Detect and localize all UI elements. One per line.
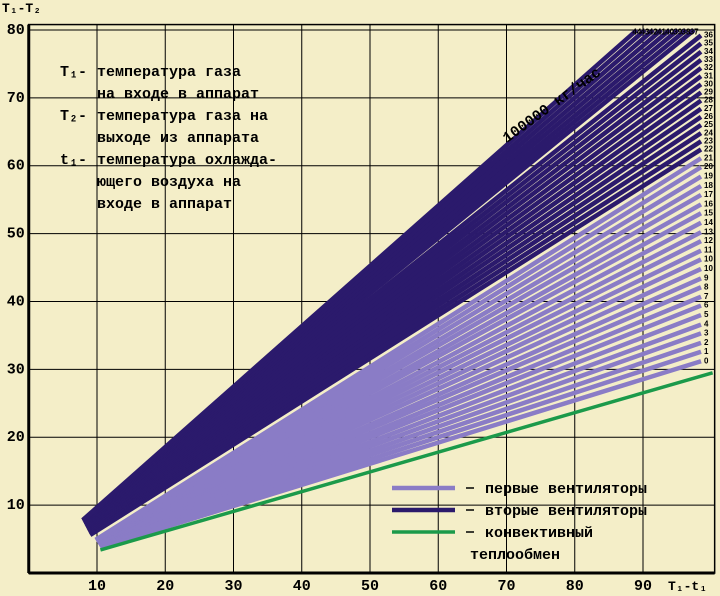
x-tick-label: 80 — [566, 578, 584, 595]
line-label: 22 — [704, 145, 713, 154]
annotation-term: t₁- — [60, 152, 87, 169]
line-label: 39 — [673, 28, 682, 37]
line-label: 42 — [649, 28, 658, 37]
x-tick-label: 10 — [88, 578, 106, 595]
labels: 10 20 30 40 50 60 70 80 901020304050607080012345… — [7, 22, 714, 595]
annotation-line: температура газа на — [97, 108, 268, 125]
line-label: 28 — [704, 96, 713, 105]
line-label: 26 — [704, 112, 713, 121]
line-label: 24 — [704, 128, 713, 137]
line-label: 10 — [704, 255, 713, 264]
line-label: 36 — [704, 31, 713, 40]
x-tick-label: 60 — [429, 578, 447, 595]
line-label: 3 — [704, 329, 709, 338]
line-label: 43 — [641, 28, 650, 37]
legend-label: первые вентиляторы — [485, 481, 647, 498]
x-tick-label: 70 — [497, 578, 515, 595]
line-label: 32 — [704, 63, 713, 72]
x-tick-label: 30 — [224, 578, 242, 595]
line-label: 8 — [704, 282, 709, 291]
line-label: 7 — [704, 292, 709, 301]
annotation-line: ющего воздуха на — [97, 174, 241, 191]
annotation-line: температура охлажда- — [97, 152, 277, 169]
x-tick-label: 90 — [634, 578, 652, 595]
line-label: 25 — [704, 120, 713, 129]
line-label: 34 — [704, 47, 713, 56]
line-label: 16 — [704, 200, 713, 209]
annotation-line: температура газа — [97, 64, 241, 81]
line-label: 15 — [704, 208, 713, 217]
annotation-line: выходе из аппарата — [97, 130, 259, 147]
legend-label: вторые вентиляторы — [485, 503, 647, 520]
line-label: 14 — [704, 218, 713, 227]
line-label: 27 — [704, 104, 713, 113]
annotation-line: входе в аппарат — [97, 196, 232, 213]
data-line — [99, 371, 714, 552]
y-axis-label: T₁-T₂ — [2, 1, 41, 16]
line-label: 9 — [704, 274, 709, 283]
x-tick-label: 20 — [156, 578, 174, 595]
x-tick-label: 50 — [361, 578, 379, 595]
line-label: 17 — [704, 190, 713, 199]
data-line — [81, 28, 639, 522]
annotation-line: на входе в аппарат — [97, 86, 259, 103]
annotation-term: T₁- — [60, 64, 87, 81]
line-label: 19 — [704, 172, 713, 181]
lines — [81, 28, 714, 552]
line-label: 37 — [690, 28, 699, 37]
annotation-term: T₂- — [60, 108, 87, 125]
line-label: 11 — [704, 246, 713, 255]
x-axis-label: T₁-t₁ — [668, 579, 707, 594]
line-label: 41 — [657, 28, 666, 37]
legend-label: конвективный — [485, 525, 593, 542]
line-label: 13 — [704, 227, 713, 236]
line-label: 5 — [704, 310, 709, 319]
data-line — [94, 156, 703, 542]
line-label: 2 — [704, 338, 709, 347]
line-label: 35 — [704, 39, 713, 48]
legend-label: теплообмен — [470, 547, 560, 564]
line-label: 12 — [704, 236, 713, 245]
line-label: 20 — [704, 162, 713, 171]
line-label: 40 — [665, 28, 674, 37]
line-label: 18 — [704, 181, 713, 190]
y-tick-label: 60 — [7, 158, 25, 175]
line-label: 10 — [704, 264, 713, 273]
y-tick-label: 30 — [7, 361, 25, 378]
line-label: 6 — [704, 301, 709, 310]
y-tick-label: 70 — [7, 90, 25, 107]
line-label: 23 — [704, 136, 713, 145]
line-label: 21 — [704, 153, 713, 162]
line-label: 0 — [704, 356, 709, 365]
line-label: 38 — [682, 28, 691, 37]
line-label: 1 — [704, 347, 709, 356]
line-label: 4 — [704, 320, 709, 329]
line-label: 31 — [704, 71, 713, 80]
line-label: 30 — [704, 79, 713, 88]
y-tick-label: 80 — [7, 22, 25, 39]
y-tick-label: 20 — [7, 429, 25, 446]
y-tick-label: 50 — [7, 226, 25, 243]
line-label: 33 — [704, 55, 713, 64]
y-tick-label: 10 — [7, 497, 25, 514]
line-label: 29 — [704, 88, 713, 97]
y-tick-label: 40 — [7, 293, 25, 310]
line-label: 44 — [632, 28, 641, 37]
x-tick-label: 40 — [293, 578, 311, 595]
